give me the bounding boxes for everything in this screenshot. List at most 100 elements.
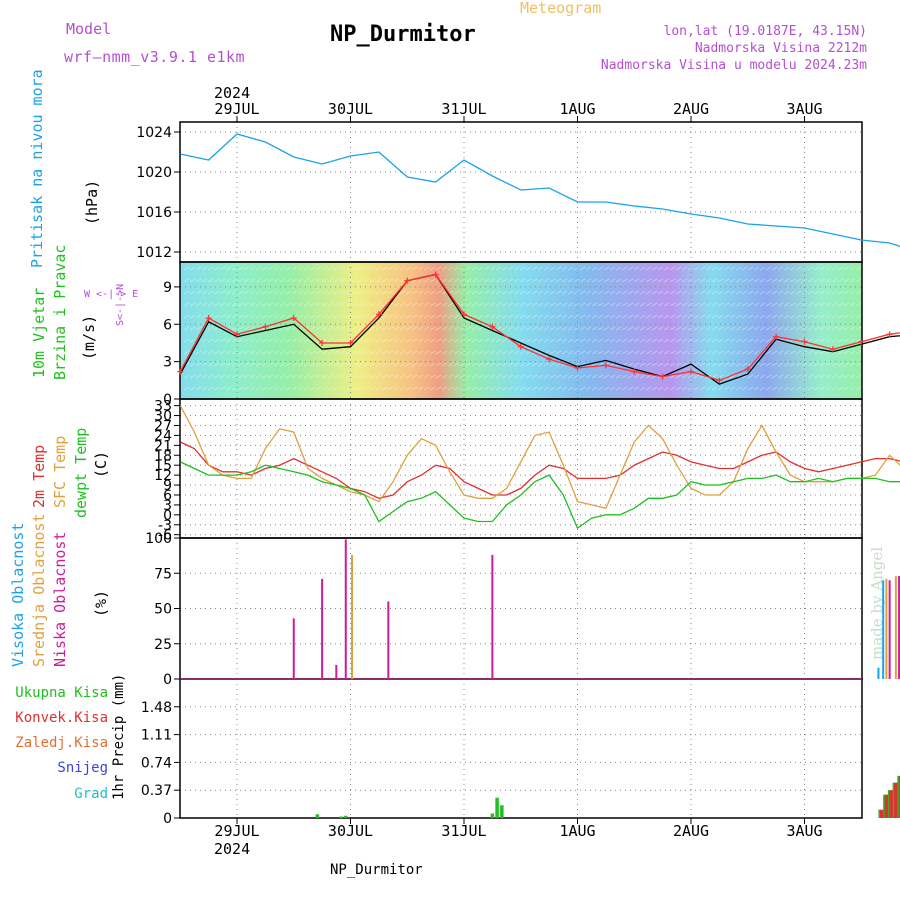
wind-barb xyxy=(645,362,652,367)
wind-barb xyxy=(765,290,772,295)
wind-barb xyxy=(591,350,598,355)
wind-barb xyxy=(633,386,640,391)
wind-barb xyxy=(621,278,628,283)
wind-barb xyxy=(219,302,226,307)
wind-barb xyxy=(789,266,796,271)
gust-marker xyxy=(829,346,836,353)
wind-barb xyxy=(561,386,568,391)
wind-barb xyxy=(549,374,556,379)
wind-barb xyxy=(477,326,484,331)
wind-barb xyxy=(831,326,838,331)
wind-barb xyxy=(255,386,262,391)
wind-barb xyxy=(459,338,466,343)
wind-barb xyxy=(309,302,316,307)
wind-barb xyxy=(351,362,358,367)
wind-barb xyxy=(261,278,268,283)
wind-barb xyxy=(489,302,496,307)
wind-barb xyxy=(543,326,550,331)
wind-barb xyxy=(615,278,622,283)
wind-barb xyxy=(303,350,310,355)
wind-barb xyxy=(711,386,718,391)
wind-barb xyxy=(615,266,622,271)
wind-barb xyxy=(381,278,388,283)
wind-barb xyxy=(513,362,520,367)
wind-barb xyxy=(627,350,634,355)
wind-barb xyxy=(453,290,460,295)
wind-barb xyxy=(393,326,400,331)
wind-barb xyxy=(699,302,706,307)
wind-barb xyxy=(849,302,856,307)
wind-barb xyxy=(213,302,220,307)
wind-barb xyxy=(465,290,472,295)
wind-barb xyxy=(717,350,724,355)
wind-barb xyxy=(399,386,406,391)
wind-barb xyxy=(651,302,658,307)
wind-barb xyxy=(297,386,304,391)
wind-barb xyxy=(663,266,670,271)
wind-barb xyxy=(495,338,502,343)
wind-barb xyxy=(693,326,700,331)
wind-barb xyxy=(369,278,376,283)
wind-barb xyxy=(363,350,370,355)
wind-barb xyxy=(825,386,832,391)
wind-barb xyxy=(759,278,766,283)
wind-barb xyxy=(687,338,694,343)
wind-barb xyxy=(531,326,538,331)
wind-barb xyxy=(279,278,286,283)
wind-barb xyxy=(387,350,394,355)
wind-barb xyxy=(711,326,718,331)
wind-barb xyxy=(369,266,376,271)
wind-barb xyxy=(723,338,730,343)
wind-barb xyxy=(699,314,706,319)
wind-barb xyxy=(699,290,706,295)
wind-barb xyxy=(651,278,658,283)
wind-barb xyxy=(591,362,598,367)
wind-barb xyxy=(801,266,808,271)
wind-barb xyxy=(645,302,652,307)
wind-barb xyxy=(333,338,340,343)
y-tick-label: 1024 xyxy=(136,125,172,141)
wind-barb xyxy=(609,278,616,283)
wind-barb xyxy=(573,386,580,391)
wind-barb xyxy=(777,314,784,319)
wind-barb xyxy=(279,302,286,307)
day-label-bottom: 29JUL xyxy=(214,822,259,840)
wind-barb xyxy=(429,266,436,271)
wind-barb xyxy=(207,386,214,391)
wind-barb xyxy=(357,374,364,379)
wind-barb xyxy=(753,314,760,319)
wind-barb xyxy=(249,266,256,271)
wind-barb xyxy=(603,278,610,283)
wind-barb xyxy=(597,326,604,331)
wind-barb xyxy=(717,338,724,343)
wind-barb xyxy=(621,374,628,379)
wind-barb xyxy=(681,278,688,283)
wind-barb xyxy=(381,374,388,379)
wind-barb xyxy=(585,326,592,331)
wind-barb xyxy=(645,290,652,295)
wind-barb xyxy=(603,302,610,307)
wind-barb xyxy=(255,314,262,319)
gust-marker xyxy=(574,364,581,371)
wind-barb xyxy=(837,326,844,331)
wind-barb xyxy=(381,266,388,271)
wind-barb xyxy=(561,278,568,283)
wind-barb xyxy=(843,278,850,283)
wind-barb xyxy=(723,350,730,355)
wind-barb xyxy=(327,374,334,379)
wind-barb xyxy=(813,338,820,343)
wind-barb xyxy=(711,362,718,367)
wind-barb xyxy=(459,302,466,307)
wind-barb xyxy=(705,338,712,343)
wind-barb xyxy=(597,314,604,319)
wind-barb xyxy=(243,290,250,295)
wind-barb xyxy=(795,290,802,295)
wind-barb xyxy=(675,338,682,343)
wind-barb xyxy=(429,350,436,355)
wind-barb xyxy=(375,302,382,307)
wind-barb xyxy=(237,302,244,307)
wind-barb xyxy=(735,290,742,295)
wind-barb xyxy=(519,290,526,295)
wind-barb xyxy=(201,278,208,283)
wind-barb xyxy=(345,314,352,319)
